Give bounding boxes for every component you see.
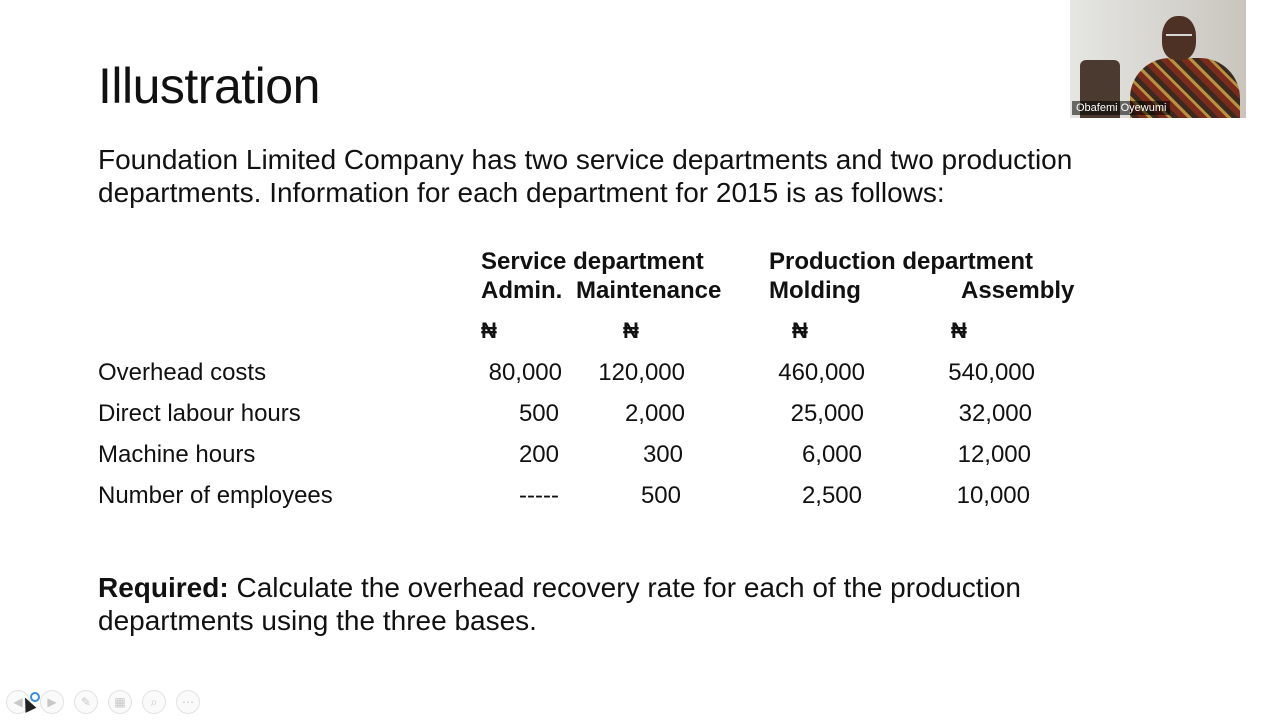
slideshow-toolbar: ◀ ▶ ✎ ▦ ⌕ ⋯ (6, 690, 200, 714)
cell-assembly-employees: 10,000 (956, 482, 1030, 509)
cell-molding-employees: 2,500 (801, 482, 862, 509)
zoom-icon[interactable]: ⌕ (142, 690, 166, 714)
row-label-machine-hours: Machine hours (98, 441, 256, 468)
service-department-header: Service department (481, 248, 704, 275)
more-icon[interactable]: ⋯ (176, 690, 200, 714)
currency-symbol: ₦ (481, 318, 497, 343)
cell-assembly-machine: 12,000 (957, 441, 1031, 468)
currency-symbol: ₦ (623, 318, 639, 343)
cell-assembly-overhead: 540,000 (948, 359, 1035, 386)
cell-admin-labour: 500 (518, 400, 559, 427)
video-participant-glasses (1166, 34, 1192, 42)
row-label-overhead-costs: Overhead costs (98, 359, 267, 386)
assembly-column-header: Assembly (961, 277, 1075, 304)
cell-molding-labour: 25,000 (790, 400, 864, 427)
cell-molding-overhead: 460,000 (778, 359, 865, 386)
cell-maintenance-overhead: 120,000 (598, 359, 685, 386)
forward-arrow-icon[interactable]: ▶ (40, 690, 64, 714)
currency-symbol: ₦ (792, 318, 808, 343)
participant-name-label: Obafemi Oyewumi (1072, 101, 1171, 115)
cell-admin-employees: ----- (519, 482, 559, 509)
slide-intro-text: Foundation Limited Company has two servi… (98, 144, 1073, 208)
cell-maintenance-machine: 300 (642, 441, 683, 468)
slides-icon[interactable]: ▦ (108, 690, 132, 714)
maintenance-column-header: Maintenance (576, 277, 722, 304)
cell-molding-machine: 6,000 (801, 441, 862, 468)
cell-maintenance-labour: 2,000 (624, 400, 685, 427)
required-text: Calculate the overhead recovery rate for… (98, 572, 1021, 636)
required-instruction: Required: Calculate the overhead recover… (98, 571, 1178, 637)
currency-symbol: ₦ (951, 318, 967, 343)
cell-maintenance-employees: 500 (640, 482, 681, 509)
production-department-header: Production department (769, 248, 1034, 275)
cursor-busy-icon (30, 692, 40, 702)
slide-title: Illustration (98, 58, 320, 114)
video-participant-head (1162, 16, 1196, 60)
back-arrow-icon[interactable]: ◀ (6, 690, 30, 714)
cell-admin-overhead: 80,000 (488, 359, 562, 386)
cell-assembly-labour: 32,000 (958, 400, 1032, 427)
admin-column-header: Admin. (481, 277, 563, 304)
molding-column-header: Molding (769, 277, 861, 304)
pen-icon[interactable]: ✎ (74, 690, 98, 714)
row-label-direct-labour-hours: Direct labour hours (98, 400, 301, 427)
row-label-number-of-employees: Number of employees (98, 482, 333, 509)
cell-admin-machine: 200 (518, 441, 559, 468)
required-label: Required: (98, 572, 229, 603)
participant-video-tile[interactable]: Obafemi Oyewumi (1070, 0, 1246, 118)
